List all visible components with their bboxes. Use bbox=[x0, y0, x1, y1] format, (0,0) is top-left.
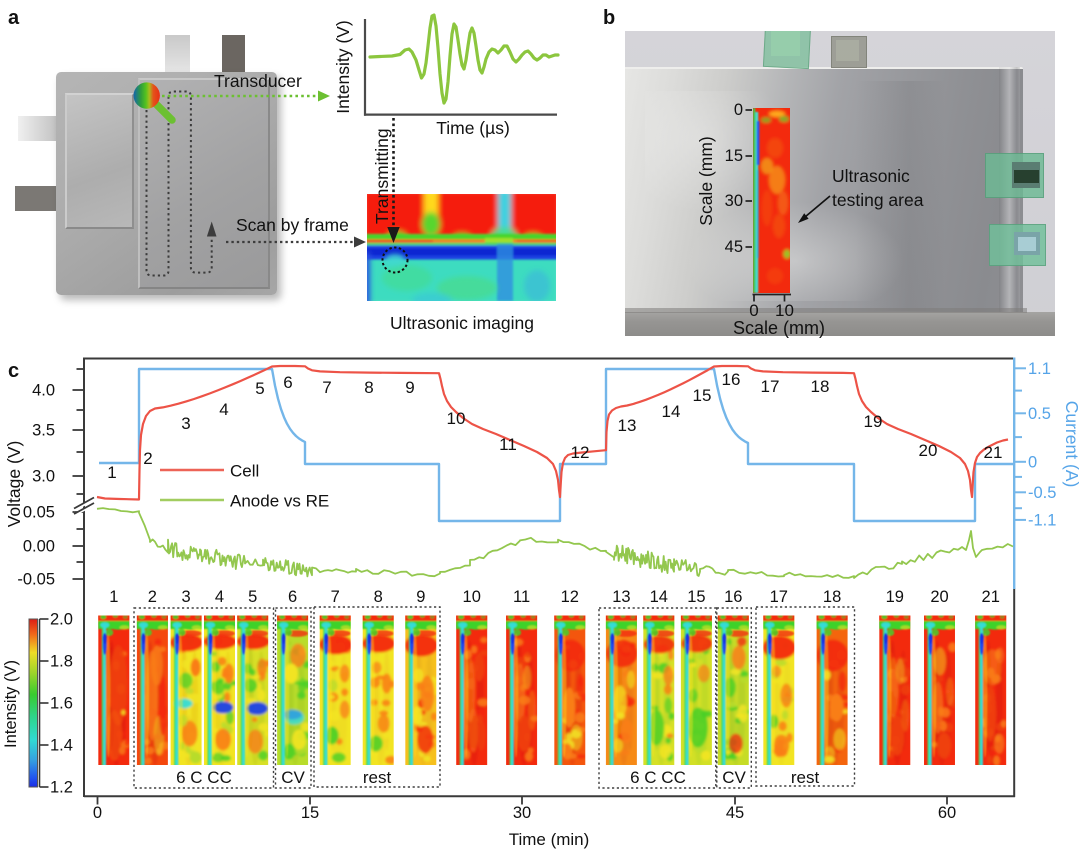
svg-text:6 C CC: 6 C CC bbox=[176, 768, 232, 787]
svg-text:60: 60 bbox=[938, 804, 956, 822]
svg-text:Transducer: Transducer bbox=[214, 71, 302, 91]
svg-text:15: 15 bbox=[687, 588, 705, 606]
svg-text:16: 16 bbox=[724, 588, 742, 606]
svg-text:1.6: 1.6 bbox=[50, 695, 73, 713]
svg-text:rest: rest bbox=[791, 768, 820, 787]
svg-text:0: 0 bbox=[1028, 453, 1037, 471]
svg-text:Voltage (V): Voltage (V) bbox=[4, 441, 24, 528]
svg-text:1.8: 1.8 bbox=[50, 653, 73, 671]
svg-text:12: 12 bbox=[561, 588, 579, 606]
svg-text:3.5: 3.5 bbox=[32, 422, 55, 440]
svg-text:13: 13 bbox=[618, 416, 637, 435]
svg-text:-0.5: -0.5 bbox=[1028, 484, 1056, 502]
svg-text:30: 30 bbox=[513, 804, 531, 822]
svg-text:17: 17 bbox=[761, 377, 780, 396]
svg-text:1: 1 bbox=[109, 588, 118, 606]
svg-text:45: 45 bbox=[725, 238, 743, 256]
svg-text:4: 4 bbox=[215, 588, 224, 606]
svg-text:16: 16 bbox=[722, 370, 741, 389]
svg-text:19: 19 bbox=[886, 588, 904, 606]
svg-text:13: 13 bbox=[612, 588, 630, 606]
svg-text:0: 0 bbox=[93, 804, 102, 822]
svg-text:Scale (mm): Scale (mm) bbox=[696, 136, 716, 225]
svg-text:rest: rest bbox=[363, 768, 392, 787]
svg-text:Scale (mm): Scale (mm) bbox=[733, 318, 825, 338]
svg-text:1.1: 1.1 bbox=[1028, 360, 1051, 378]
svg-text:3: 3 bbox=[181, 414, 190, 433]
svg-text:0: 0 bbox=[734, 101, 743, 119]
svg-text:-1.1: -1.1 bbox=[1028, 511, 1056, 529]
svg-text:0.00: 0.00 bbox=[23, 538, 55, 556]
svg-text:8: 8 bbox=[364, 378, 373, 397]
svg-text:15: 15 bbox=[725, 147, 743, 165]
svg-text:2: 2 bbox=[148, 588, 157, 606]
svg-text:8: 8 bbox=[374, 588, 383, 606]
svg-text:Ultrasonic: Ultrasonic bbox=[832, 166, 910, 186]
svg-text:11: 11 bbox=[499, 435, 517, 454]
svg-text:2: 2 bbox=[143, 449, 152, 468]
svg-text:21: 21 bbox=[984, 443, 1003, 462]
svg-text:4: 4 bbox=[219, 400, 228, 419]
svg-text:Cell: Cell bbox=[230, 462, 259, 481]
svg-text:3.0: 3.0 bbox=[32, 468, 55, 486]
svg-text:Intensity (V): Intensity (V) bbox=[2, 660, 20, 748]
svg-text:45: 45 bbox=[726, 804, 744, 822]
svg-text:Intensity (V): Intensity (V) bbox=[333, 20, 353, 113]
svg-text:9: 9 bbox=[416, 588, 425, 606]
svg-text:0.5: 0.5 bbox=[1028, 405, 1051, 423]
svg-text:Ultrasonic imaging: Ultrasonic imaging bbox=[390, 313, 534, 333]
svg-text:6 C CC: 6 C CC bbox=[630, 768, 686, 787]
svg-text:5: 5 bbox=[255, 379, 264, 398]
svg-text:Time (µs): Time (µs) bbox=[436, 118, 510, 138]
svg-text:0.05: 0.05 bbox=[23, 504, 55, 522]
svg-text:14: 14 bbox=[662, 402, 681, 421]
svg-text:CV: CV bbox=[281, 768, 305, 787]
svg-text:15: 15 bbox=[301, 804, 319, 822]
svg-text:2.0: 2.0 bbox=[50, 611, 73, 629]
svg-text:17: 17 bbox=[770, 588, 788, 606]
svg-text:6: 6 bbox=[283, 373, 292, 392]
svg-text:9: 9 bbox=[405, 378, 414, 397]
svg-text:7: 7 bbox=[331, 588, 340, 606]
svg-text:Current (A): Current (A) bbox=[1062, 401, 1080, 488]
svg-text:Scan by frame: Scan by frame bbox=[236, 215, 349, 235]
svg-text:b: b bbox=[603, 7, 615, 29]
svg-text:4.0: 4.0 bbox=[32, 382, 55, 400]
svg-text:10: 10 bbox=[775, 301, 794, 320]
svg-text:14: 14 bbox=[650, 588, 668, 606]
svg-text:Anode vs RE: Anode vs RE bbox=[230, 492, 329, 511]
svg-text:10: 10 bbox=[447, 409, 466, 428]
svg-text:20: 20 bbox=[930, 588, 948, 606]
svg-text:5: 5 bbox=[248, 588, 257, 606]
svg-text:15: 15 bbox=[693, 386, 712, 405]
svg-text:20: 20 bbox=[919, 441, 938, 460]
svg-text:Transmitting: Transmitting bbox=[372, 128, 392, 224]
svg-text:testing area: testing area bbox=[832, 190, 924, 210]
svg-text:18: 18 bbox=[811, 377, 830, 396]
svg-text:a: a bbox=[8, 7, 20, 29]
svg-text:18: 18 bbox=[823, 588, 841, 606]
svg-text:1.4: 1.4 bbox=[50, 737, 73, 755]
svg-text:11: 11 bbox=[513, 588, 530, 606]
svg-text:-0.05: -0.05 bbox=[17, 571, 55, 589]
svg-text:0: 0 bbox=[749, 301, 758, 320]
svg-text:Time (min): Time (min) bbox=[509, 830, 590, 849]
svg-text:CV: CV bbox=[722, 768, 746, 787]
svg-text:7: 7 bbox=[322, 378, 331, 397]
svg-text:21: 21 bbox=[982, 588, 1000, 606]
svg-text:30: 30 bbox=[725, 192, 743, 210]
svg-text:19: 19 bbox=[864, 412, 883, 431]
svg-text:10: 10 bbox=[463, 588, 481, 606]
svg-text:12: 12 bbox=[571, 443, 590, 462]
svg-text:c: c bbox=[8, 360, 19, 382]
svg-text:6: 6 bbox=[288, 588, 297, 606]
svg-text:1: 1 bbox=[107, 463, 116, 482]
svg-text:3: 3 bbox=[182, 588, 191, 606]
svg-text:1.2: 1.2 bbox=[50, 779, 73, 797]
